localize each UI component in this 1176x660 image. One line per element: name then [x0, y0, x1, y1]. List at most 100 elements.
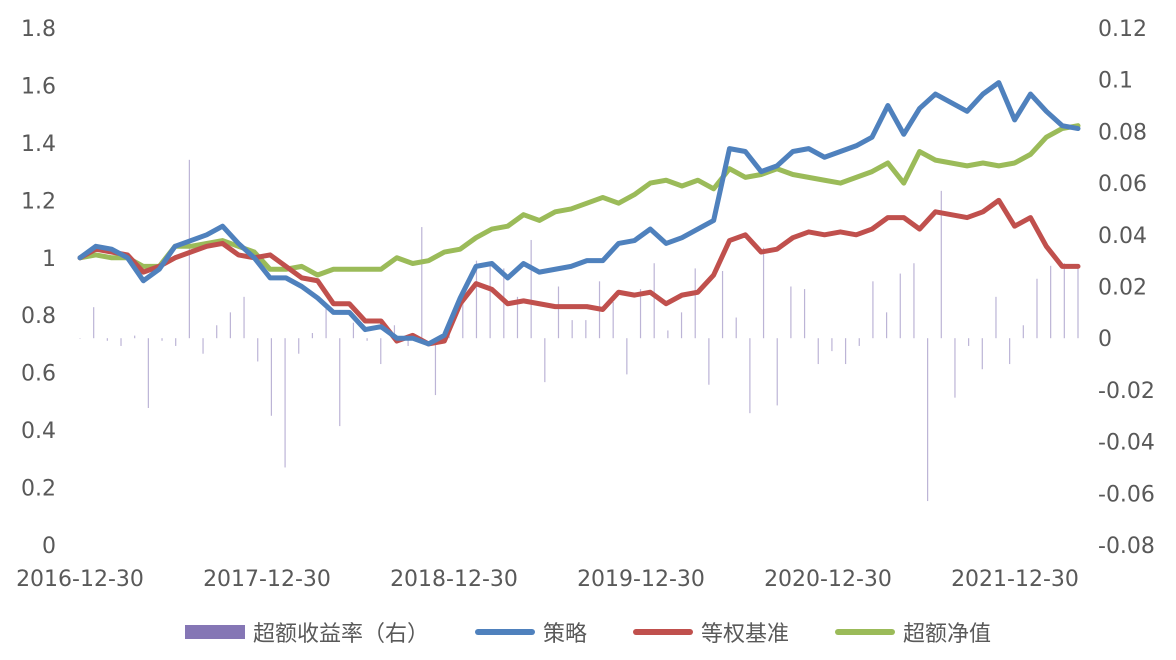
y-right-ticks: -0.08 -0.06 -0.04 -0.02 0 0.02 0.04 0.06 0.08 0.1… — [1098, 17, 1155, 559]
excess-return-bar — [93, 307, 95, 339]
legend-label: 策略 — [542, 622, 587, 647]
legend-swatch — [835, 629, 896, 635]
x-tick-label: 2018-12-30 — [390, 567, 518, 592]
excess-return-bar — [981, 338, 983, 370]
bars-layer — [79, 159, 1079, 502]
y-right-tick-label: -0.06 — [1098, 482, 1155, 507]
x-tick-label: 2016-12-30 — [16, 567, 144, 592]
y-left-tick-label: 1 — [42, 247, 56, 272]
legend-swatch — [474, 629, 535, 635]
legend-item-benchmark: 等权基准 — [633, 616, 789, 648]
excess-return-bar — [927, 338, 929, 502]
excess-return-bar — [557, 286, 560, 339]
excess-return-bar — [776, 338, 778, 406]
y-right-tick-label: 0.12 — [1098, 17, 1147, 42]
excess-return-bar — [612, 302, 614, 339]
y-left-tick-label: 1.8 — [21, 17, 56, 42]
excess-return-bar — [680, 312, 683, 339]
excess-return-bar — [325, 304, 327, 339]
excess-return-bar — [339, 338, 341, 427]
excess-return-bar — [147, 338, 149, 408]
excess-return-bar — [134, 335, 136, 339]
excess-return-bar — [762, 247, 765, 339]
excess-return-bar — [954, 338, 956, 398]
legend-label: 超额收益率（右） — [252, 622, 429, 647]
excess-return-bar — [790, 286, 792, 339]
excess-return-bar — [202, 338, 204, 354]
excess-return-bar — [667, 330, 669, 339]
excess-return-bar — [79, 338, 81, 339]
y-left-tick-label: 0.8 — [21, 304, 56, 329]
excess-nav-line — [77, 123, 1081, 278]
legend-item-excess-return: 超额收益率（右） — [184, 616, 429, 648]
legend-label: 超额净值 — [903, 622, 992, 647]
excess-return-bar — [1036, 278, 1038, 339]
excess-return-bar — [571, 320, 573, 339]
excess-return-bar — [489, 265, 491, 339]
excess-return-bar — [817, 338, 819, 365]
excess-return-bar — [1063, 263, 1065, 339]
x-tick-label: 2019-12-30 — [577, 567, 705, 592]
y-right-tick-label: -0.04 — [1098, 431, 1155, 456]
excess-return-bar — [530, 239, 532, 339]
excess-return-bar — [270, 338, 272, 416]
excess-return-bar — [585, 320, 587, 339]
y-left-tick-label: 1.2 — [21, 189, 56, 214]
excess-return-bar — [516, 296, 519, 339]
x-tick-label: 2020-12-30 — [764, 567, 892, 592]
x-tick-label: 2017-12-30 — [203, 567, 331, 592]
legend-swatch — [633, 629, 693, 635]
excess-return-bar — [1077, 265, 1079, 339]
excess-return-bar — [831, 338, 833, 352]
y-right-tick-label: 0.02 — [1098, 276, 1147, 301]
excess-return-bar — [721, 270, 724, 339]
x-ticks: 2016-12-30 2017-12-30 2018-12-30 2019-12-30… — [16, 567, 1079, 592]
excess-return-bar — [366, 338, 368, 341]
y-left-ticks: 0 0.2 0.4 0.6 0.8 1 1.2 1.4 1.6 1.8 — [21, 17, 56, 559]
excess-return-bar — [352, 322, 355, 339]
excess-return-bar — [940, 190, 942, 339]
excess-return-bar — [626, 338, 628, 375]
excess-return-bar — [161, 338, 163, 341]
y-left-tick-label: 0 — [42, 534, 56, 559]
y-left-tick-label: 0.6 — [21, 362, 56, 387]
lines-layer — [77, 80, 1081, 347]
y-right-tick-label: 0.1 — [1098, 69, 1133, 94]
excess-return-bar — [462, 302, 464, 339]
excess-return-bar — [749, 338, 751, 414]
excess-return-bar — [393, 325, 396, 339]
y-right-tick-label: -0.08 — [1098, 534, 1155, 559]
y-right-tick-label: 0.04 — [1098, 224, 1147, 249]
excess-return-bar — [544, 338, 546, 383]
legend: 超额收益率（右） 策略 等权基准 超额净值 — [0, 612, 1176, 652]
excess-return-bar — [380, 338, 382, 365]
excess-return-bar — [229, 312, 231, 339]
y-right-tick-label: 0.08 — [1098, 120, 1147, 145]
excess-return-bar — [708, 338, 710, 385]
excess-return-bar — [475, 260, 478, 339]
y-left-tick-label: 0.4 — [21, 419, 56, 444]
excess-return-bar — [188, 159, 190, 339]
excess-return-bar — [257, 338, 259, 362]
y-right-tick-label: -0.02 — [1098, 379, 1155, 404]
excess-return-bar — [995, 296, 997, 339]
excess-return-bar — [421, 227, 423, 339]
excess-return-bar — [284, 338, 286, 468]
excess-return-bar — [899, 273, 901, 339]
excess-return-bar — [694, 268, 696, 339]
y-right-tick-label: 0 — [1098, 327, 1112, 352]
y-left-tick-label: 0.2 — [21, 477, 56, 502]
excess-return-bar — [1022, 325, 1024, 339]
excess-return-bar — [1050, 265, 1052, 339]
excess-return-bar — [913, 263, 915, 339]
excess-return-bar — [243, 296, 245, 339]
y-right-tick-label: 0.06 — [1098, 172, 1147, 197]
excess-return-bar — [311, 333, 314, 339]
excess-return-bar — [407, 338, 409, 346]
y-left-tick-label: 1.4 — [21, 132, 56, 157]
excess-return-bar — [844, 338, 847, 365]
excess-return-bar — [216, 325, 218, 339]
excess-return-bar — [872, 281, 874, 339]
y-left-tick-label: 1.6 — [21, 74, 56, 99]
